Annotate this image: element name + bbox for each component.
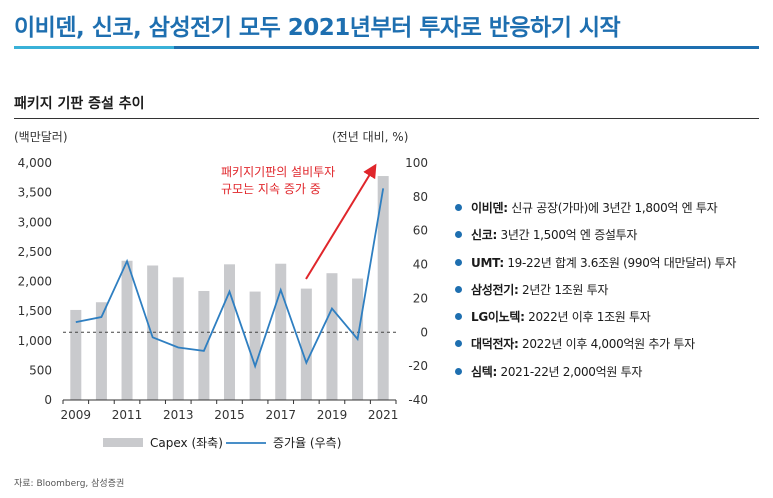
bullet-text: 19-22년 합계 3.6조원 (990억 대만달러) 투자: [503, 255, 737, 270]
capex-bar: [300, 288, 312, 400]
bullet-item: UMT: 19-22년 합계 3.6조원 (990억 대만달러) 투자: [455, 255, 736, 282]
capex-bar: [377, 176, 389, 400]
x-axis-tick-label: 2017: [265, 408, 296, 422]
right-axis-tick-label: 40: [413, 258, 428, 272]
right-axis-tick-label: 20: [413, 291, 428, 305]
bullet-company: UMT:: [471, 255, 504, 270]
left-axis-tick-label: 2,000: [18, 275, 52, 289]
bullet-item: LG이노텍: 2022년 이후 1조원 투자: [455, 309, 736, 336]
capex-bar: [224, 264, 235, 400]
legend: Capex (좌축) 증가율 (우측): [103, 436, 341, 450]
x-axis-tick-label: 2015: [214, 408, 245, 422]
source-note: 자료: Bloomberg, 삼성증권: [14, 479, 125, 489]
title-underline-accent: [14, 46, 174, 49]
legend-line-label: 증가율 (우측): [273, 436, 341, 450]
legend-bar-swatch: [103, 438, 143, 447]
left-axis-tick-label: 3,000: [18, 215, 52, 229]
capex-bar: [121, 260, 133, 400]
right-axis-tick-label: 100: [405, 156, 428, 170]
capex-bar: [70, 309, 82, 400]
bullet-company: 대덕전자:: [471, 337, 519, 352]
bullet-item: 대덕전자: 2022년 이후 4,000억원 추가 투자: [455, 336, 736, 363]
bullet-text: 2021-22년 2,000억원 투자: [496, 364, 643, 379]
capex-bar: [172, 277, 184, 400]
capex-bar: [249, 291, 261, 400]
bullet-text: 신규 공장(가마)에 3년간 1,800억 엔 투자: [507, 201, 718, 215]
left-axis-tick-label: 1,500: [18, 304, 52, 318]
right-axis-tick-label: -40: [408, 393, 428, 407]
x-axis-tick-label: 2019: [317, 408, 348, 422]
right-axis-unit: (전년 대비, %): [332, 130, 409, 144]
capex-bar: [326, 273, 338, 400]
left-axis-tick-label: 2,500: [18, 245, 52, 259]
bullet-dot-icon: [455, 313, 462, 321]
x-axis-tick-label: 2021: [368, 408, 399, 422]
right-axis-ticks: -40 -20 0 20 40 60 80 100: [405, 156, 428, 407]
bullet-company: 이비덴:: [471, 201, 508, 215]
bullet-company: 신코:: [471, 228, 497, 243]
x-axis-tick-label: 2011: [112, 408, 143, 422]
capex-bar: [147, 265, 159, 400]
trend-arrow: [305, 163, 377, 280]
subtitle-divider: [14, 118, 759, 119]
x-axis-tick-label: 2013: [163, 408, 194, 422]
bullet-dot-icon: [455, 285, 462, 293]
bullet-company: 심텍:: [471, 364, 497, 379]
page-title: 이비덴, 신코, 삼성전기 모두 2021년부터 투자로 반응하기 시작: [14, 15, 621, 41]
growth-rate-line: [75, 188, 385, 369]
chart-subtitle: 패키지 기판 증설 추이: [14, 96, 145, 112]
left-axis-ticks: 0 500 1,000 1,500 2,000 2,500 3,000 3,500 4,000: [18, 156, 52, 407]
bullet-company: 삼성전기:: [471, 282, 519, 297]
bullet-dot-icon: [455, 231, 462, 239]
bullet-dot-icon: [455, 258, 462, 266]
legend-bar-label: Capex (좌축): [150, 436, 223, 450]
investment-bullet-list: 이비덴: 신규 공장(가마)에 3년간 1,800억 엔 투자 신코: 3년간 1…: [455, 200, 736, 391]
bullet-text: 2022년 이후 4,000억원 추가 투자: [518, 337, 695, 352]
left-axis-tick-label: 0: [44, 393, 52, 407]
bullet-dot-icon: [455, 340, 462, 348]
bullet-text: 2022년 이후 1조원 투자: [524, 310, 651, 325]
bullet-company: LG이노텍:: [471, 310, 525, 325]
left-axis-tick-label: 500: [29, 363, 52, 377]
left-axis-tick-label: 1,000: [18, 334, 52, 348]
bullet-text: 2년간 1조원 투자: [518, 282, 609, 297]
annotation-line-2: 규모는 지속 증가 중: [221, 182, 321, 196]
bullet-item: 신코: 3년간 1,500억 엔 증설투자: [455, 227, 736, 254]
bullet-item: 심텍: 2021-22년 2,000억원 투자: [455, 364, 736, 391]
capex-bars: [70, 176, 389, 400]
capex-bar: [95, 302, 107, 400]
capex-chart: 05001,0001,5002,0002,5003,0003,5004,000 …: [18, 156, 428, 450]
bullet-item: 이비덴: 신규 공장(가마)에 3년간 1,800억 엔 투자: [455, 200, 736, 227]
x-axis-ticks: 2009 2011 2013 2015 2017 2019 2021: [61, 400, 399, 422]
x-axis-tick-label: 2009: [61, 408, 92, 422]
bullet-dot-icon: [455, 367, 462, 375]
right-axis-tick-label: -20: [408, 359, 428, 373]
right-axis-tick-label: 80: [413, 190, 428, 204]
bullet-item: 삼성전기: 2년간 1조원 투자: [455, 282, 736, 309]
right-axis-tick-label: 60: [413, 224, 428, 238]
annotation-line-1: 패키지기판의 설비투자: [221, 165, 335, 179]
left-axis-unit: (백만달러): [14, 130, 68, 144]
right-axis-tick-label: 0: [420, 325, 428, 339]
capex-bar: [198, 290, 210, 400]
bullet-text: 3년간 1,500억 엔 증설투자: [496, 228, 638, 243]
bullet-dot-icon: [455, 204, 462, 211]
left-axis-tick-label: 4,000: [18, 156, 52, 170]
title-underline: [14, 46, 759, 49]
left-axis-tick-label: 3,500: [18, 186, 52, 200]
